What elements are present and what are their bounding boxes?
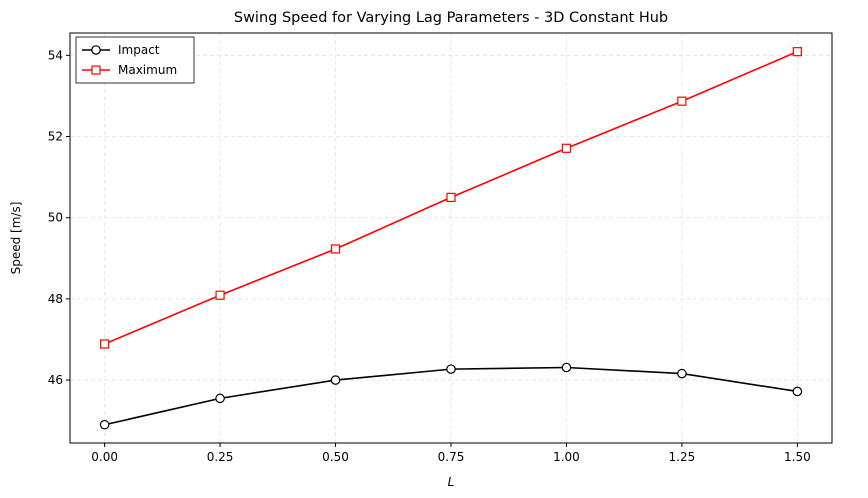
x-axis: 0.00 0.25 0.50 0.75 1.00 1.25 1.50 (91, 443, 811, 464)
data-point-impact (792, 386, 803, 397)
x-tick-label: 0.00 (91, 450, 118, 464)
series-group (99, 47, 803, 430)
y-tick-label: 48 (48, 292, 63, 306)
data-point-impact (330, 375, 341, 385)
y-tick-label: 54 (48, 48, 63, 62)
legend-label-impact: Impact (118, 43, 160, 57)
y-tick-label: 50 (48, 211, 63, 225)
data-point-impact (446, 364, 456, 374)
x-tick-label: 0.50 (322, 450, 349, 464)
x-tick-label: 0.75 (438, 450, 465, 464)
y-tick-label: 46 (48, 373, 63, 387)
series-maximum (100, 47, 802, 349)
data-point-maximum (561, 143, 572, 153)
legend-marker-impact (91, 45, 101, 55)
data-point-maximum (792, 47, 802, 57)
data-point-maximum (100, 339, 110, 349)
x-axis-label: L (448, 475, 455, 489)
series-impact (99, 362, 803, 430)
chart-title: Swing Speed for Varying Lag Parameters -… (234, 10, 668, 26)
y-axis: 46 48 50 52 54 (48, 48, 70, 387)
legend-marker-maximum (91, 65, 101, 75)
x-tick-label: 1.50 (784, 450, 811, 464)
data-point-impact (99, 419, 110, 430)
legend: Impact Maximum (75, 36, 195, 84)
legend-label-maximum: Maximum (118, 63, 177, 77)
legend-box (75, 36, 195, 84)
grid (70, 33, 832, 443)
data-point-impact (215, 393, 225, 404)
data-point-maximum (677, 96, 687, 106)
data-point-impact (677, 368, 687, 379)
data-point-impact (561, 362, 572, 373)
data-point-maximum (330, 244, 341, 254)
data-point-maximum (215, 290, 225, 300)
y-tick-label: 52 (48, 130, 63, 144)
x-tick-label: 0.25 (207, 450, 234, 464)
y-axis-label: Speed [m/s] (9, 202, 23, 275)
x-tick-label: 1.25 (669, 450, 696, 464)
x-tick-label: 1.00 (553, 450, 580, 464)
data-point-maximum (446, 192, 456, 203)
